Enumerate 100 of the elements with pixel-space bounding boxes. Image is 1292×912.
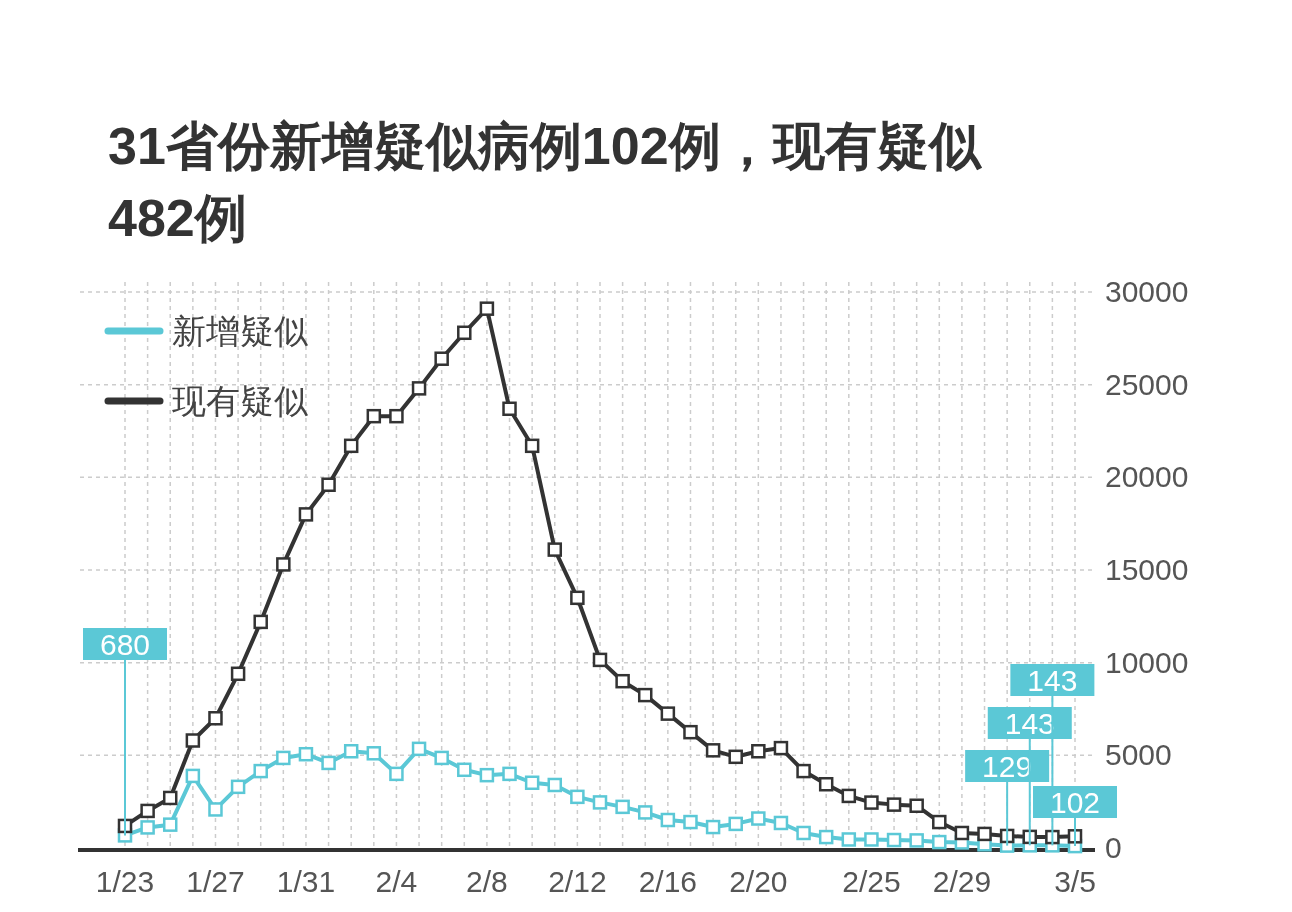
point	[230, 779, 246, 795]
point	[366, 408, 382, 424]
point	[570, 590, 585, 606]
point	[773, 815, 789, 831]
x-tick-label: 2/12	[548, 865, 607, 898]
legend-label: 新增疑似	[172, 312, 308, 350]
point	[796, 825, 811, 841]
point	[932, 834, 947, 850]
x-tick-label: 2/20	[729, 865, 788, 898]
data-label: 143	[1004, 707, 1055, 740]
point	[592, 652, 608, 668]
point	[683, 814, 698, 830]
point	[864, 795, 879, 810]
point	[886, 797, 902, 812]
point	[343, 744, 359, 759]
point	[230, 666, 246, 682]
point	[751, 744, 766, 759]
point	[502, 401, 517, 417]
point	[411, 381, 427, 396]
point	[909, 798, 924, 813]
data-label: 143	[1027, 664, 1078, 697]
point	[932, 814, 947, 830]
point	[434, 750, 449, 766]
x-tick-label: 1/31	[276, 865, 336, 898]
y-tick-label: 25000	[1105, 367, 1189, 401]
point	[140, 820, 155, 835]
point	[570, 789, 585, 805]
point	[276, 557, 291, 572]
point	[185, 768, 201, 784]
point	[773, 740, 789, 756]
y-tick-label: 30000	[1105, 275, 1189, 308]
y-tick-label: 15000	[1105, 553, 1189, 586]
point	[389, 766, 404, 782]
point	[253, 614, 268, 630]
point	[208, 802, 223, 817]
point	[185, 733, 201, 748]
point	[547, 777, 563, 793]
point	[615, 799, 630, 815]
point	[728, 816, 743, 832]
point	[660, 706, 676, 721]
x-tick-label: 2/29	[932, 865, 992, 898]
point	[592, 795, 608, 810]
chart-title: 31省份新增疑似病例102例，现有疑似482例	[108, 116, 983, 249]
point	[457, 325, 472, 341]
point	[208, 711, 223, 726]
point	[411, 741, 427, 757]
point	[615, 673, 630, 689]
point	[502, 766, 517, 782]
point	[977, 826, 992, 842]
point	[479, 767, 495, 783]
x-tick-label: 2/4	[375, 865, 418, 898]
point	[162, 817, 178, 832]
point	[162, 790, 178, 806]
x-tick-label: 2/16	[638, 865, 698, 898]
point	[751, 811, 766, 826]
point	[705, 743, 721, 758]
point	[298, 507, 314, 522]
point	[366, 746, 382, 761]
point	[253, 763, 268, 779]
x-tick-label: 3/5	[1054, 865, 1096, 898]
point	[298, 746, 314, 762]
point	[457, 762, 472, 778]
point	[796, 763, 811, 779]
point	[321, 755, 336, 771]
point	[660, 812, 676, 828]
point	[705, 819, 721, 835]
y-tick-label: 5000	[1105, 738, 1172, 772]
x-tick-label: 1/27	[186, 865, 245, 898]
y-tick-label: 0	[1105, 831, 1122, 864]
point	[637, 805, 653, 820]
point	[841, 832, 857, 847]
y-tick-label: 20000	[1105, 460, 1189, 494]
x-tick-label: 2/8	[466, 865, 508, 898]
data-label: 102	[1049, 786, 1101, 819]
x-tick-label: 1/23	[95, 865, 155, 898]
x-tick-label: 2/25	[842, 865, 901, 898]
legend-label: 现有疑似	[172, 382, 308, 420]
point	[321, 477, 336, 492]
point	[818, 777, 834, 792]
point	[276, 750, 291, 766]
point	[343, 438, 359, 454]
point	[524, 438, 540, 454]
y-tick-label: 10000	[1105, 645, 1189, 679]
point	[886, 832, 902, 848]
point	[683, 724, 698, 740]
point	[818, 829, 834, 845]
point	[389, 408, 404, 424]
point	[637, 687, 653, 703]
point	[547, 542, 563, 557]
point	[524, 775, 540, 791]
point	[954, 825, 970, 841]
point	[140, 803, 155, 819]
point	[434, 351, 449, 366]
point	[479, 301, 495, 316]
point	[728, 749, 743, 765]
point	[864, 832, 879, 847]
point	[841, 788, 857, 804]
point	[909, 833, 924, 848]
data-label: 129	[982, 750, 1033, 783]
data-label: 680	[99, 628, 151, 661]
